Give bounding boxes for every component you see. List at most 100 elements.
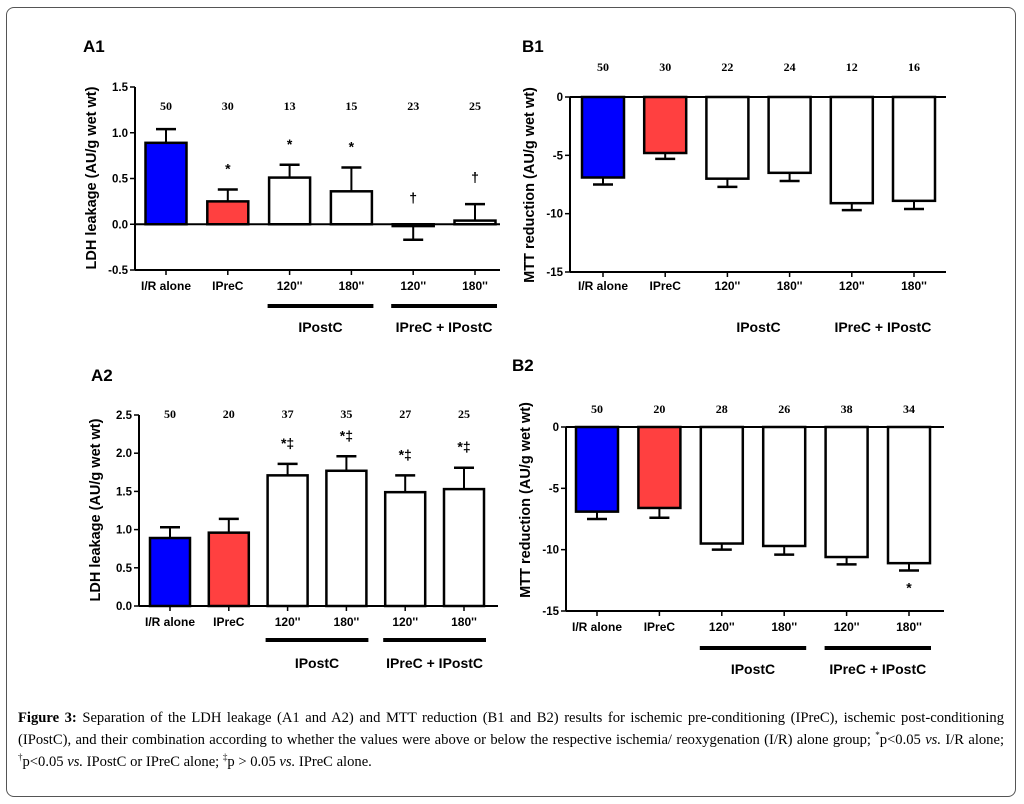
n-label: 28 [716,402,728,416]
bar [391,223,435,228]
n-label: 22 [721,60,733,74]
x-tick-label: 180'' [451,615,477,629]
y-tick-label: 1.0 [112,128,128,140]
n-label: 25 [469,99,481,113]
x-tick-label: 120'' [275,615,301,629]
bar [699,425,745,545]
chart-a2: A2 LDH leakage (AU/g wet wt) 0.0 0.5 1.0 1.5 2… [88,366,498,671]
significance-marker: † [409,189,417,205]
x-tick-label: IPreC [212,279,244,293]
caption-text: p<0.05 [879,732,926,748]
x-tick-label: IPreC [644,620,676,634]
x-tick-label: I/R alone [572,620,622,634]
n-label: 24 [784,60,796,74]
caption-vs: vs. [67,754,84,770]
chart-a1: A1 LDH leakage (AU/g wet wt) -0.5 0.0 0.5 1.0… [83,37,500,335]
x-tick-label: 180'' [901,279,927,293]
significance-marker: *‡ [399,446,412,462]
y-axis-title: MTT reduction (AU/g wet wt) [522,87,538,283]
y-tick-label: 0.0 [112,219,128,231]
significance-marker: *‡ [281,435,294,451]
bar [642,95,688,155]
figure-caption: Figure 3: Separation of the LDH leakage … [18,707,1004,773]
bar [891,95,937,203]
n-label: 30 [222,99,234,113]
chart-b1: B1 MTT reduction (AU/g wet wt) -15 -10 -5 0 I/… [522,37,946,335]
n-label: 37 [282,407,294,421]
x-tick-label: 120'' [392,615,418,629]
panel-label: A2 [91,366,113,385]
significance-marker: * [225,160,231,176]
bar [761,425,807,548]
bar [325,469,368,608]
x-tick-label: 120'' [400,279,426,293]
y-tick-label: -15 [546,267,563,279]
caption-text: I/R alone; [941,732,1004,748]
panel-label: B1 [522,37,544,56]
n-label: 20 [223,407,235,421]
caption-figure-label: Figure 3: [18,710,77,726]
caption-sup-double-dagger: ‡ [222,752,228,763]
x-tick-label: 120'' [715,279,741,293]
bar [207,531,251,608]
n-label: 34 [903,402,915,416]
caption-vs: vs. [279,754,296,770]
x-tick-label: 180'' [777,279,803,293]
panel-label: B2 [512,356,534,375]
caption-text: IPostC or IPreC alone; [83,754,223,770]
bar [453,219,497,226]
x-tick-label: I/R alone [145,615,195,629]
n-label: 26 [778,402,790,416]
x-tick-label: 180'' [771,620,797,634]
x-tick-label: 180'' [896,620,922,634]
n-label: 50 [597,60,609,74]
bar [266,474,309,608]
bar [442,487,486,608]
bar [574,425,620,513]
y-tick-label: -10 [542,545,559,557]
group-label: IPostC [298,319,342,335]
y-tick-label: 0 [553,422,559,434]
x-tick-label: 180'' [339,279,365,293]
n-label: 50 [591,402,603,416]
chart-b2: B2 MTT reduction (AU/g wet wt) -15 -10 -5 0 I/… [512,356,944,677]
significance-marker: * [287,136,293,152]
y-tick-label: 0.0 [116,601,132,613]
significance-marker: * [906,580,912,596]
y-tick-label: -5 [553,150,564,162]
panel-label: A1 [83,37,105,56]
group-label: IPreC + IPostC [386,655,483,671]
y-tick-label: 1.5 [112,82,129,94]
y-tick-label: 0.5 [112,174,129,186]
y-axis-title: MTT reduction (AU/g wet wt) [518,402,534,598]
y-tick-label: 1.0 [116,525,132,537]
n-label: 38 [841,402,853,416]
bar [829,95,875,205]
y-tick-label: 0.5 [116,563,133,575]
bar [148,536,192,608]
bar [329,190,374,226]
group-label: IPreC + IPostC [834,319,931,335]
y-tick-label: -0.5 [108,265,128,277]
bar [637,425,682,510]
n-label: 12 [846,60,858,74]
group-label: IPreC + IPostC [396,319,493,335]
n-label: 13 [284,99,296,113]
bar [383,490,427,608]
x-tick-label: 120'' [839,279,865,293]
y-tick-label: 0 [557,92,563,104]
n-label: 15 [345,99,357,113]
x-tick-label: I/R alone [141,279,191,293]
y-tick-label: -10 [546,209,563,221]
group-label: IPostC [295,655,339,671]
caption-sup-star: * [875,730,880,741]
x-tick-label: 180'' [334,615,360,629]
bar [267,176,312,226]
caption-text: p > 0.05 [227,754,280,770]
y-tick-label: 2.0 [116,448,132,460]
x-tick-label: 120'' [277,279,303,293]
y-axis-title: LDH leakage (AU/g wet wt) [84,86,100,269]
bar [767,95,812,175]
significance-marker: † [471,169,479,185]
y-axis-title: LDH leakage (AU/g wet wt) [88,418,104,601]
